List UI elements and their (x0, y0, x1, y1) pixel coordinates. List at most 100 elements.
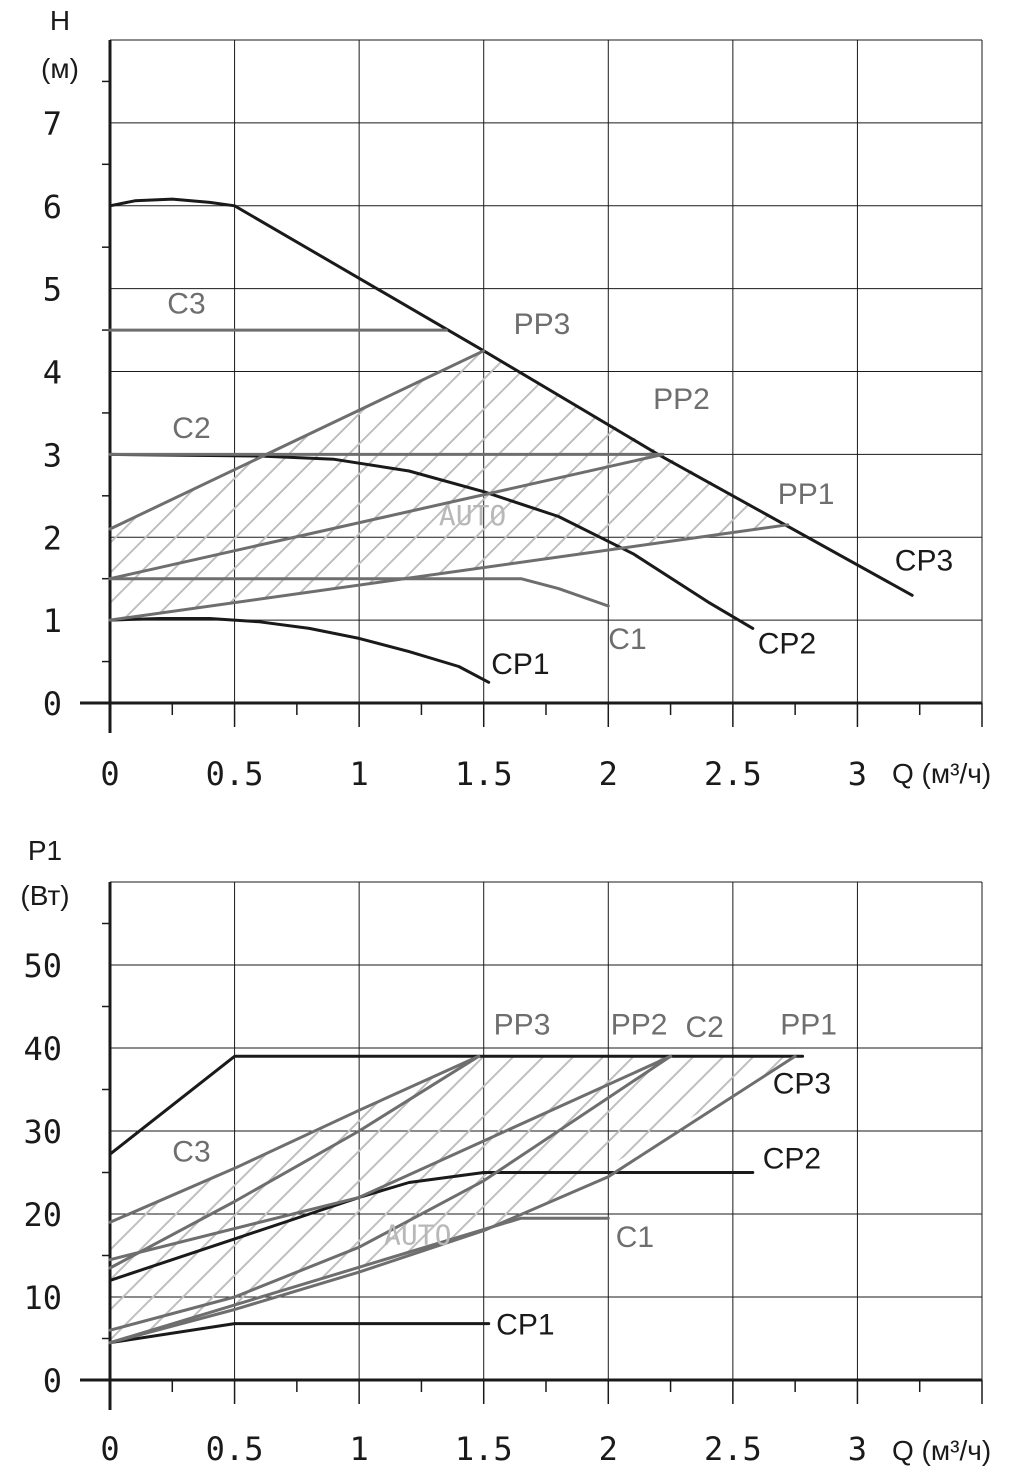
head-series-cp3 (108, 197, 914, 597)
head-y-tick-label: 7 (43, 105, 62, 143)
head-hatch-line (119, 350, 721, 621)
power-hatch-line (1020, 820, 1024, 1420)
head-grid (110, 39, 983, 703)
power-label-c1: C1 (616, 1221, 654, 1254)
power-label-cp3: CP3 (773, 1068, 831, 1101)
power-x-tick-label: 0.5 (206, 1430, 264, 1468)
head-series-cp2 (108, 452, 755, 630)
head-x-tick-label: 1.5 (455, 755, 513, 793)
head-hatch-line (179, 350, 781, 621)
power-y-tick-label: 40 (23, 1030, 62, 1068)
head-label-cp3: CP3 (895, 544, 953, 577)
power-series-c2 (108, 1054, 673, 1262)
power-x-tick-label: 2.5 (704, 1430, 762, 1468)
power-label-c3: C3 (172, 1136, 210, 1169)
head-label-pp1: PP1 (778, 478, 835, 511)
power-label-c2: C2 (686, 1011, 724, 1044)
head-y-axis-label: H (50, 5, 70, 36)
head-hatch-line (269, 350, 788, 621)
head-y-tick-label: 0 (43, 685, 62, 723)
head-hatch-line (870, 143, 1024, 743)
head-series-cp1 (108, 617, 491, 684)
head-hatch-line (779, 350, 788, 621)
head-hatch-line (0, 143, 30, 743)
power-hatch-line (110, 1056, 511, 1343)
power-hatch-line (719, 1056, 796, 1343)
power-hatch-line (539, 1056, 796, 1343)
power-hatch-line (110, 1056, 541, 1343)
power-hatch-line (110, 1056, 571, 1343)
head-y-tick-label: 5 (43, 271, 62, 309)
power-hatch-line (629, 1056, 796, 1343)
head-y-axis-unit: (м) (41, 53, 79, 84)
head-series-pp2 (108, 452, 665, 581)
head-label-cp1: CP1 (491, 648, 549, 681)
power-series-pp2 (108, 1054, 673, 1332)
head-hatch-line (239, 350, 788, 621)
head-label-pp2: PP2 (653, 383, 710, 416)
head-x-tick-label: 1 (350, 755, 369, 793)
power-x-tick-label: 0 (100, 1430, 119, 1468)
head-hatch-line (110, 350, 631, 621)
power-y-tick-label: 0 (43, 1362, 62, 1400)
power-label-auto: AUTO (384, 1219, 451, 1252)
head-series-pp3 (108, 349, 486, 531)
power-x-tick-label: 1.5 (455, 1430, 513, 1468)
head-series-c1 (108, 577, 610, 608)
head-x-axis-label: Q (м³/ч) (892, 758, 991, 789)
head-hatch-line (149, 350, 751, 621)
power-hatch-line (509, 1056, 796, 1343)
power-label-cp1: CP1 (496, 1308, 554, 1341)
head-hatch-line (110, 350, 151, 621)
head-hatch-line (1020, 143, 1024, 743)
power-x-tick-label: 2 (599, 1430, 618, 1468)
power-series-c3 (108, 1054, 481, 1224)
power-label-pp2: PP2 (611, 1009, 668, 1042)
power-hatch-line (179, 1056, 781, 1343)
head-hatch-line (110, 350, 181, 621)
head-y-tick-label: 3 (43, 436, 62, 474)
head-x-tick-label: 3 (848, 755, 867, 793)
power-x-tick-label: 3 (848, 1430, 867, 1468)
head-y-tick-label: 4 (43, 354, 62, 392)
power-series-cp3 (108, 1054, 805, 1156)
power-hatch-line (779, 1056, 796, 1343)
head-hatch-line (110, 350, 481, 621)
head-label-c2: C2 (172, 412, 210, 445)
head-hatch-line (479, 350, 788, 621)
power-y-tick-label: 20 (23, 1196, 62, 1234)
head-series-pp1 (108, 523, 790, 622)
head-hatch-line (299, 350, 788, 621)
head-hatch-line (329, 350, 788, 621)
head-y-tick-label: 1 (43, 602, 62, 640)
head-label-auto: AUTO (439, 499, 506, 532)
power-hatch-line (110, 1056, 481, 1343)
head-chart: 0 0.5 1 1.5 2 2.5 3 0 1 2 3 4 5 6 7 H (м) Q (м³/ч) CP1 CP2 C… (0, 5, 1024, 793)
power-hatch-line (479, 1056, 796, 1343)
head-hatch-line (900, 143, 1024, 743)
power-series-cp1 (108, 1322, 491, 1345)
head-hatch-line (629, 350, 788, 621)
head-x-tick-label: 0 (100, 755, 119, 793)
head-label-pp3: PP3 (514, 308, 571, 341)
power-y-tick-label: 10 (23, 1279, 62, 1317)
power-hatch-line (840, 820, 1024, 1420)
power-hatch-line (870, 820, 1024, 1420)
head-hatch-line (110, 350, 661, 621)
power-label-pp1: PP1 (780, 1009, 837, 1042)
power-hatch-line (990, 820, 1024, 1420)
head-y-tick-label: 2 (43, 519, 62, 557)
head-hatch-line (110, 350, 691, 621)
power-x-tick-label: 1 (350, 1430, 369, 1468)
head-hatch-line (110, 350, 601, 621)
head-y-tick-label: 6 (43, 188, 62, 226)
head-label-c3: C3 (167, 287, 205, 320)
head-hatch-line (659, 350, 788, 621)
power-y-tick-label: 30 (23, 1113, 62, 1151)
power-hatch-line (900, 820, 1024, 1420)
power-y-axis-label: P1 (28, 835, 62, 866)
power-hatch-line (960, 820, 1024, 1420)
